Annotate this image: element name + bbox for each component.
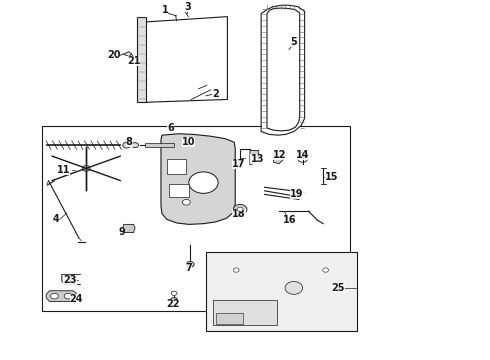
Circle shape [189,172,218,193]
Circle shape [132,143,139,148]
Text: 8: 8 [126,137,133,147]
Text: 12: 12 [272,150,286,160]
Text: 1: 1 [162,5,168,15]
Text: 16: 16 [283,215,297,225]
Polygon shape [273,152,284,164]
Text: 13: 13 [250,154,264,165]
Bar [206,252,357,331]
Polygon shape [123,224,135,233]
Circle shape [233,204,247,215]
Text: 10: 10 [182,137,195,147]
Polygon shape [46,291,76,301]
Bar [145,143,174,147]
Text: 18: 18 [232,209,246,219]
Text: 25: 25 [331,283,344,293]
Text: 11: 11 [56,165,70,175]
Circle shape [237,207,243,212]
Circle shape [171,291,177,296]
Text: 24: 24 [70,294,83,304]
Circle shape [170,298,178,303]
Circle shape [123,142,131,148]
Polygon shape [62,274,75,284]
Polygon shape [137,17,147,102]
Text: 21: 21 [127,56,140,66]
Text: 3: 3 [184,2,191,12]
Text: 15: 15 [325,172,339,182]
Bar [42,126,350,311]
Circle shape [323,268,329,272]
Text: 17: 17 [232,159,245,169]
Bar [213,300,277,325]
Circle shape [50,293,58,299]
Text: 2: 2 [212,89,219,99]
Text: 6: 6 [168,123,174,133]
Circle shape [285,282,303,294]
Circle shape [64,293,72,299]
Polygon shape [167,159,186,174]
Text: 4: 4 [52,214,59,224]
Text: 14: 14 [296,150,309,160]
Text: 7: 7 [185,263,192,273]
Bar [216,313,243,324]
Text: 20: 20 [107,50,121,60]
Polygon shape [161,134,235,224]
Polygon shape [145,17,227,102]
Text: 19: 19 [290,189,303,199]
Circle shape [182,199,190,205]
Polygon shape [169,184,189,197]
Polygon shape [250,150,259,165]
Text: 22: 22 [166,299,179,309]
Text: 9: 9 [119,227,125,237]
Polygon shape [267,8,300,131]
Text: 5: 5 [291,37,297,47]
Circle shape [233,268,239,272]
Polygon shape [124,51,132,57]
Circle shape [82,166,90,171]
Polygon shape [261,5,305,135]
Text: 23: 23 [63,275,77,285]
Circle shape [186,261,194,267]
